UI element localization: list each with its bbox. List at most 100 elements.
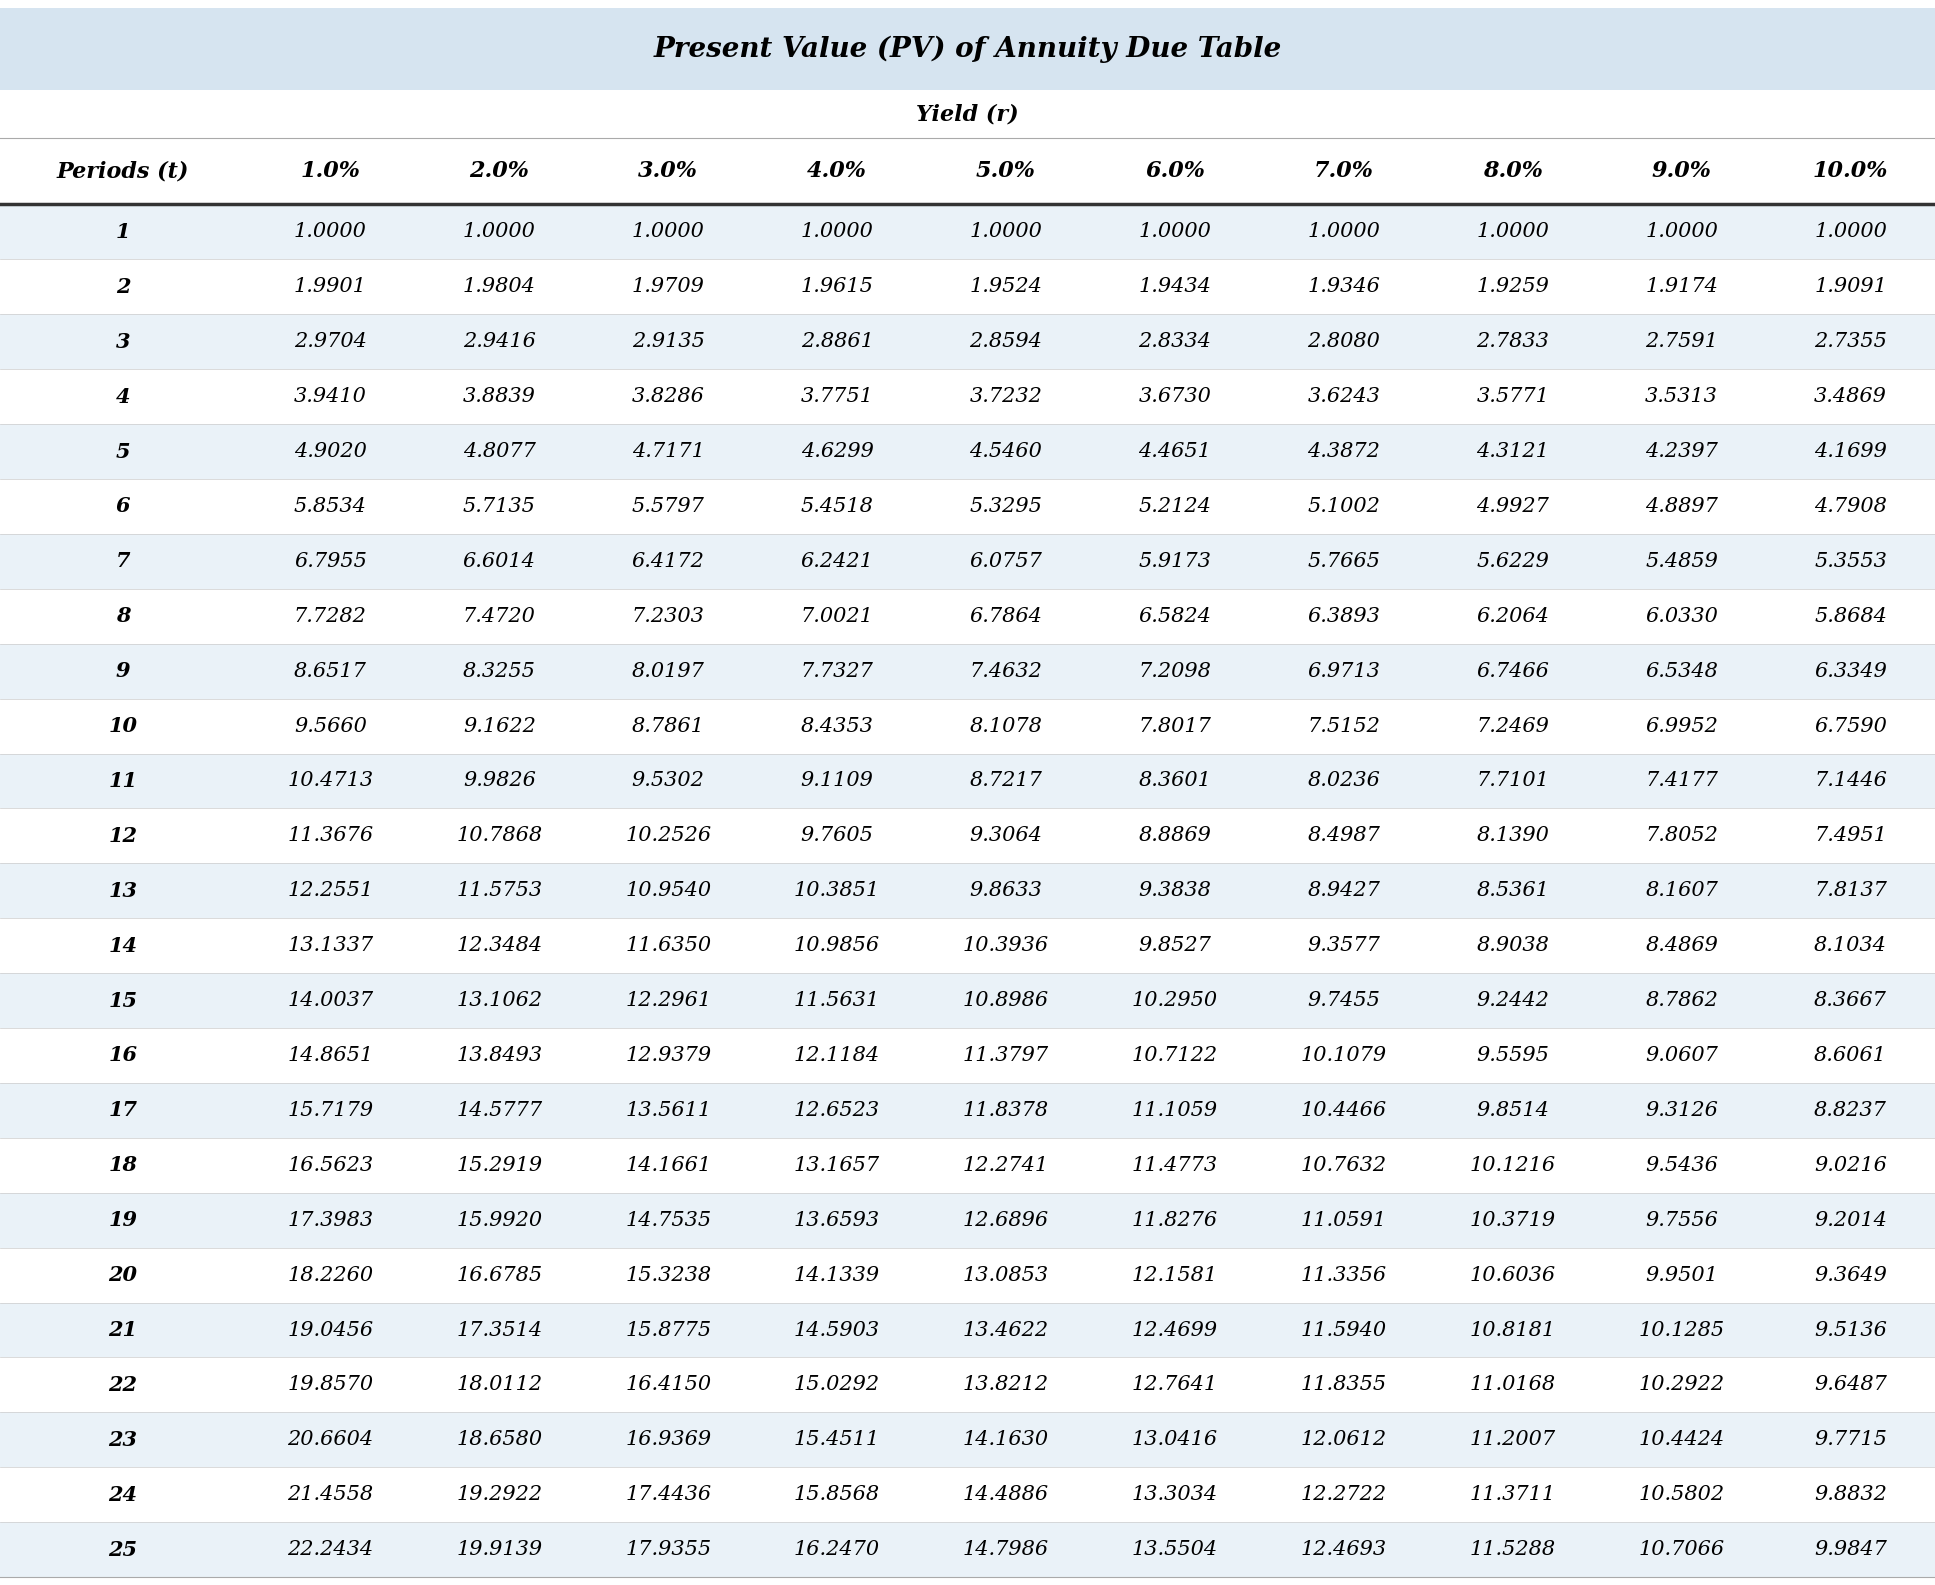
Text: 11.2007: 11.2007 [1471,1430,1556,1449]
Text: 10.2922: 10.2922 [1639,1376,1724,1395]
Text: 10.4466: 10.4466 [1300,1102,1387,1121]
Text: 8.1034: 8.1034 [1815,937,1887,956]
Text: 10.0%: 10.0% [1813,160,1889,182]
Text: 7.7282: 7.7282 [294,607,368,626]
Text: 9.0%: 9.0% [1652,160,1712,182]
Text: 21: 21 [108,1320,137,1339]
Text: 8: 8 [116,605,130,626]
Text: 19.0456: 19.0456 [286,1320,373,1339]
Text: 13.6593: 13.6593 [793,1211,880,1230]
Text: 11.5288: 11.5288 [1471,1541,1556,1560]
Text: 1.9804: 1.9804 [462,277,536,296]
Text: 13.8212: 13.8212 [964,1376,1049,1395]
Text: 1.0000: 1.0000 [1645,222,1718,241]
Text: 8.0%: 8.0% [1482,160,1542,182]
Text: 1.9615: 1.9615 [801,277,873,296]
Text: 11.3711: 11.3711 [1471,1485,1556,1504]
Text: 4.6299: 4.6299 [801,442,873,461]
Text: 6.0330: 6.0330 [1645,607,1718,626]
Text: 9.9847: 9.9847 [1815,1541,1887,1560]
Bar [0,1303,1935,1357]
Text: 11.3797: 11.3797 [964,1046,1049,1065]
Text: 15.9920: 15.9920 [457,1211,542,1230]
Bar [0,1138,1935,1194]
Text: 9.7556: 9.7556 [1645,1211,1718,1230]
Bar [0,644,1935,699]
Text: 1.9174: 1.9174 [1645,277,1718,296]
Text: 16.9369: 16.9369 [625,1430,712,1449]
Text: 20.6604: 20.6604 [286,1430,373,1449]
Text: 11.3356: 11.3356 [1300,1265,1387,1284]
Text: 5.7665: 5.7665 [1308,552,1380,571]
Text: 7.7327: 7.7327 [801,661,873,680]
Text: 20: 20 [108,1265,137,1285]
Text: 6.5348: 6.5348 [1645,661,1718,680]
Text: 5.9173: 5.9173 [1138,552,1211,571]
Text: 8.7862: 8.7862 [1645,991,1718,1010]
Text: 3.8286: 3.8286 [631,387,704,406]
Text: 6.9952: 6.9952 [1645,716,1718,735]
Text: Periods (t): Periods (t) [56,160,190,182]
Text: 14.7986: 14.7986 [964,1541,1049,1560]
Text: 13.1337: 13.1337 [286,937,373,956]
Text: 2.8594: 2.8594 [969,333,1043,352]
Text: 14.5903: 14.5903 [793,1320,880,1339]
Bar [0,864,1935,918]
Text: 10.2950: 10.2950 [1132,991,1217,1010]
Text: 8.5361: 8.5361 [1476,881,1550,900]
Text: 4.9927: 4.9927 [1476,498,1550,517]
Text: 4.7908: 4.7908 [1815,498,1887,517]
Text: 16: 16 [108,1046,137,1065]
Text: 2: 2 [116,277,130,296]
Text: 10.7868: 10.7868 [457,826,542,845]
Text: 9.9826: 9.9826 [462,772,536,791]
Text: 3.8839: 3.8839 [462,387,536,406]
Text: 16.2470: 16.2470 [793,1541,880,1560]
Text: 6.7590: 6.7590 [1815,716,1887,735]
Text: 18.0112: 18.0112 [457,1376,542,1395]
Bar [0,1357,1935,1412]
Text: 15.0292: 15.0292 [793,1376,880,1395]
Text: 18: 18 [108,1155,137,1176]
Text: 9.1622: 9.1622 [462,716,536,735]
Text: 2.0%: 2.0% [470,160,528,182]
Text: 7: 7 [116,552,130,571]
Text: 4.2397: 4.2397 [1645,442,1718,461]
Text: 8.4353: 8.4353 [801,716,873,735]
Text: 6.0%: 6.0% [1146,160,1206,182]
Text: 9.5436: 9.5436 [1645,1155,1718,1174]
Bar [0,1412,1935,1468]
Bar [0,1522,1935,1577]
Text: 3.6243: 3.6243 [1308,387,1380,406]
Text: 4.5460: 4.5460 [969,442,1043,461]
Text: 2.8861: 2.8861 [801,333,873,352]
Text: 8.0236: 8.0236 [1308,772,1380,791]
Text: 7.7101: 7.7101 [1476,772,1550,791]
Text: 9.5660: 9.5660 [294,716,368,735]
Text: 17.9355: 17.9355 [625,1541,712,1560]
Bar [0,699,1935,753]
Text: 7.8017: 7.8017 [1138,716,1211,735]
Text: 6.0757: 6.0757 [969,552,1043,571]
Text: 11.8355: 11.8355 [1300,1376,1387,1395]
Text: 4.4651: 4.4651 [1138,442,1211,461]
Text: 11.0168: 11.0168 [1471,1376,1556,1395]
Text: 10.7632: 10.7632 [1300,1155,1387,1174]
Text: 10.6036: 10.6036 [1471,1265,1556,1284]
Text: 16.6785: 16.6785 [457,1265,542,1284]
Text: 3.5771: 3.5771 [1476,387,1550,406]
Text: 13.5504: 13.5504 [1132,1541,1217,1560]
Text: 2.9416: 2.9416 [462,333,536,352]
Text: 7.4177: 7.4177 [1645,772,1718,791]
Text: 10.9856: 10.9856 [793,937,880,956]
Text: 8.3601: 8.3601 [1138,772,1211,791]
Text: 8.3667: 8.3667 [1815,991,1887,1010]
Text: 17.3514: 17.3514 [457,1320,542,1339]
Text: 12.2551: 12.2551 [286,881,373,900]
Text: 3: 3 [116,331,130,352]
Text: 12.4699: 12.4699 [1132,1320,1217,1339]
Text: 2.7833: 2.7833 [1476,333,1550,352]
Bar [0,204,1935,260]
Text: 12.0612: 12.0612 [1300,1430,1387,1449]
Text: 21.4558: 21.4558 [286,1485,373,1504]
